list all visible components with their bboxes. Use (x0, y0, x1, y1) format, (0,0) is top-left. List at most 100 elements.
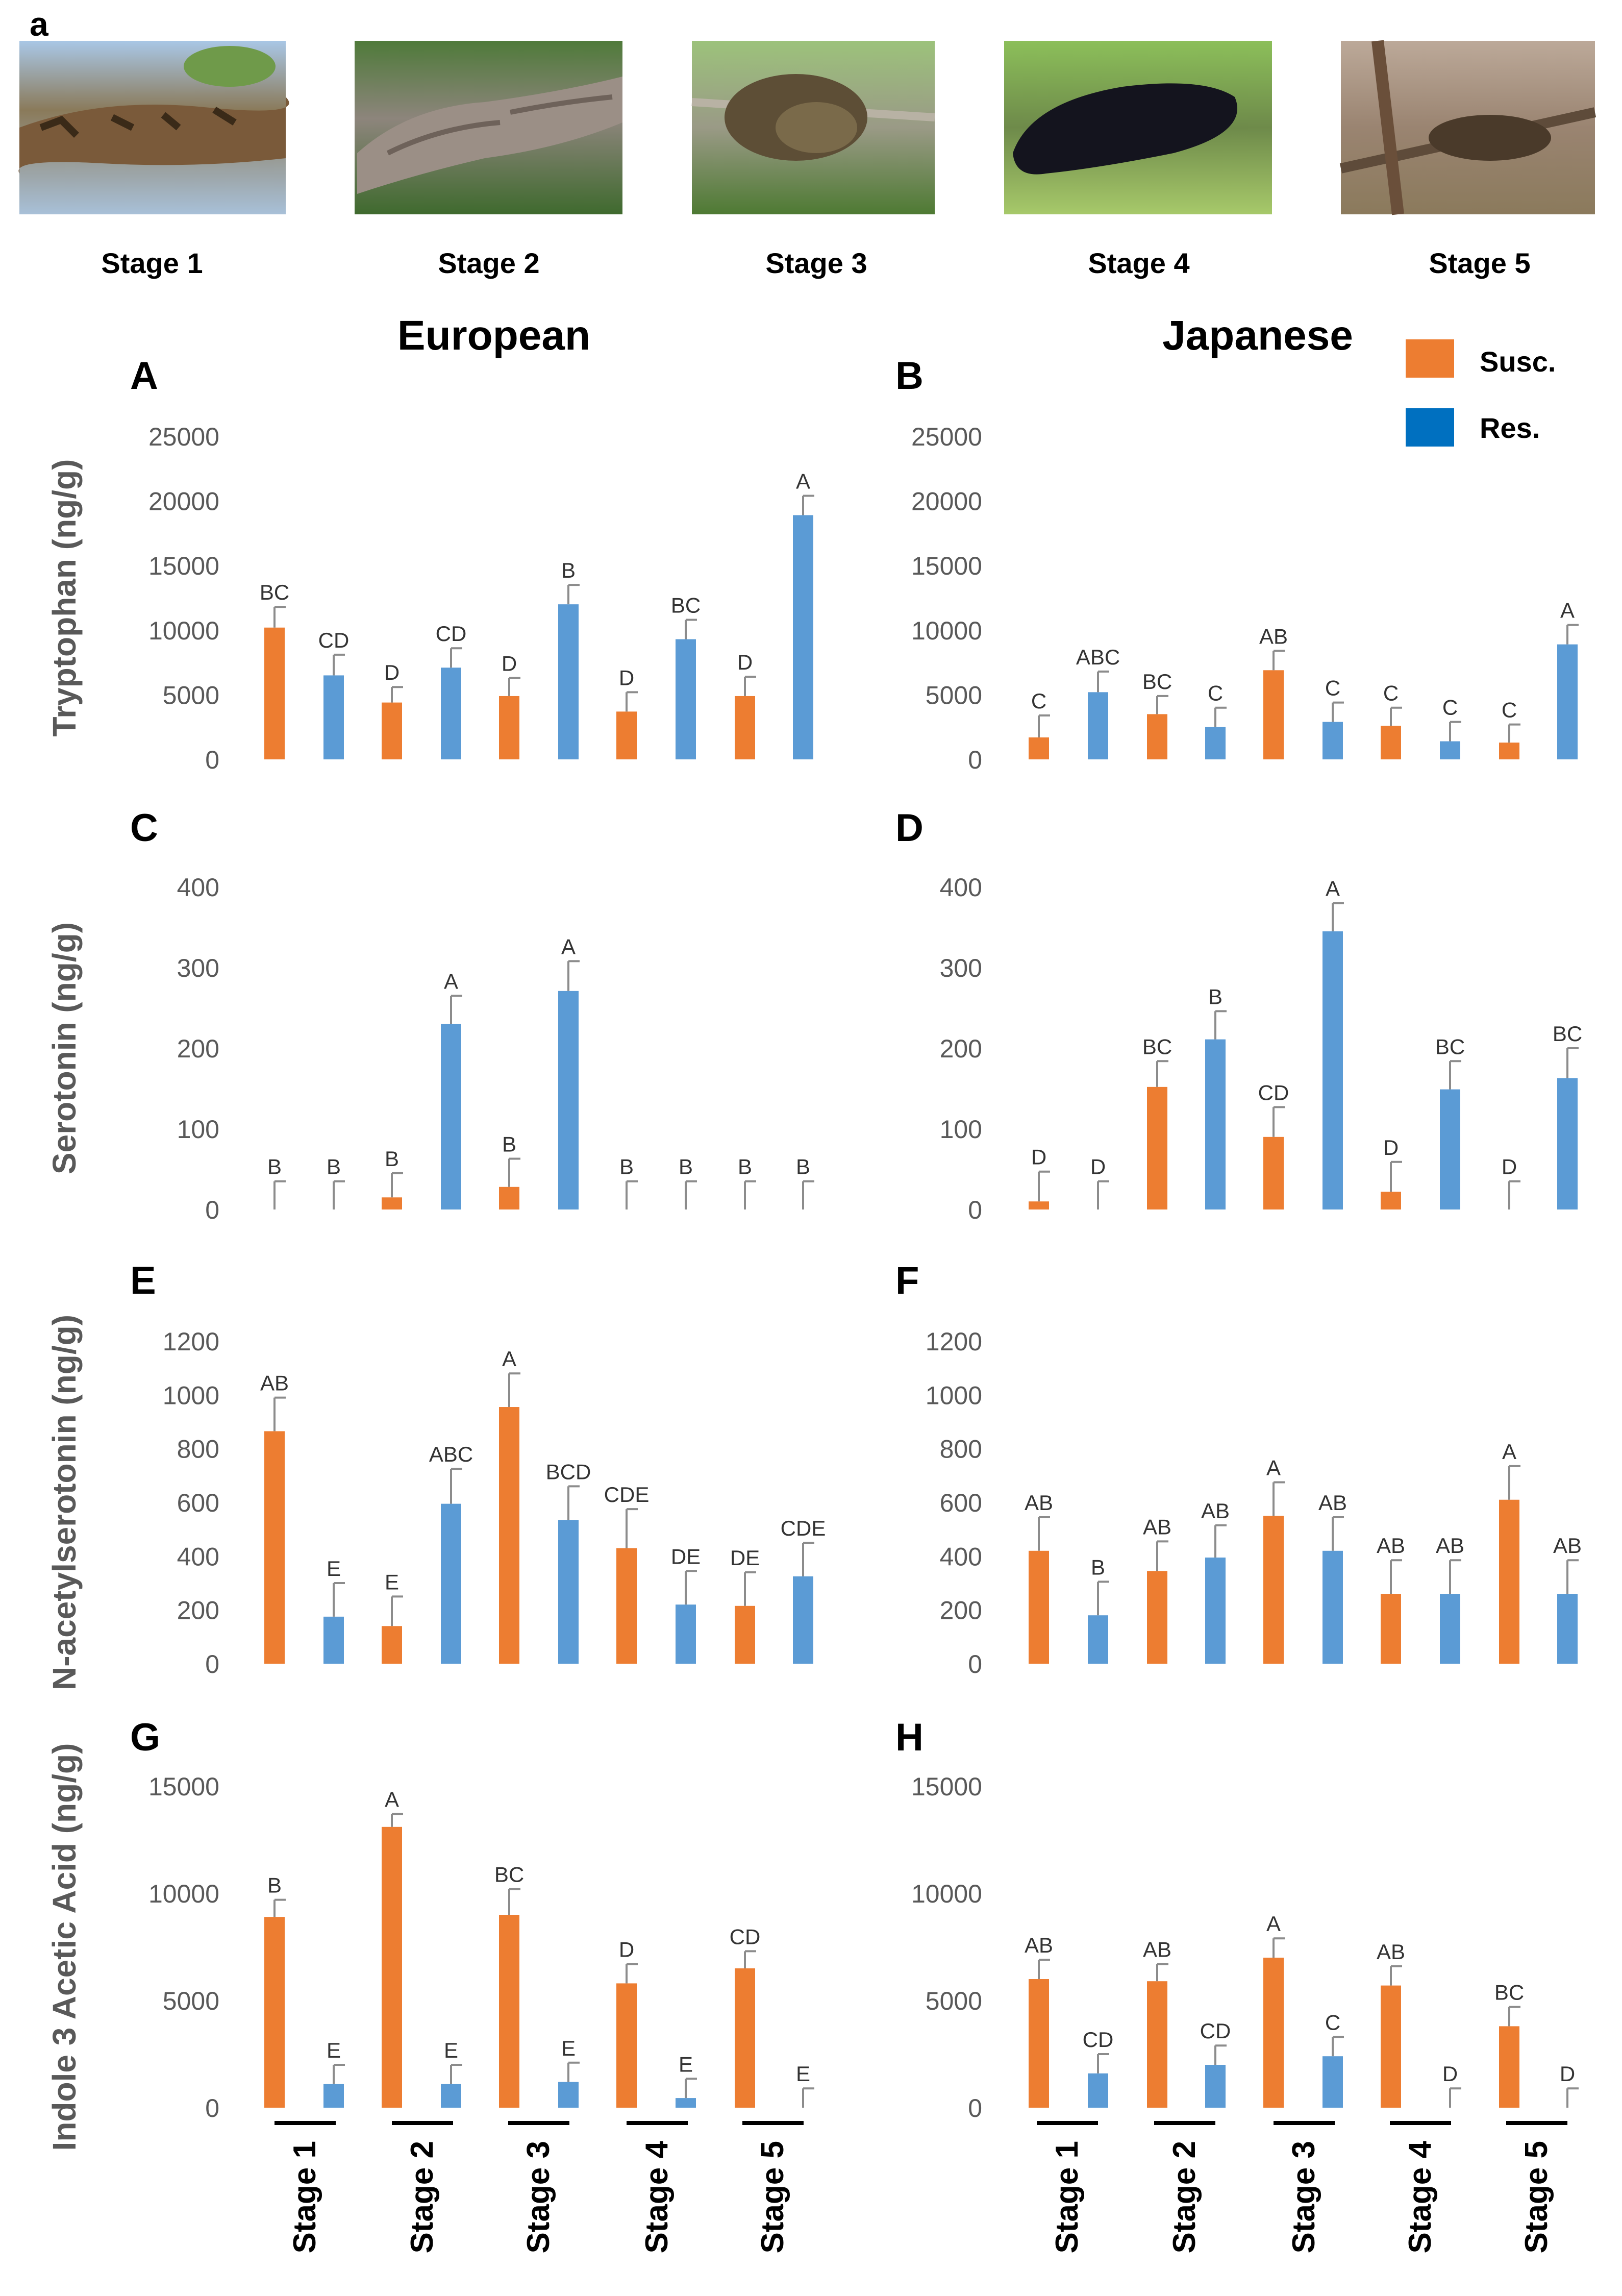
significance-letter: E (679, 2052, 693, 2076)
significance-letter: CDE (781, 1516, 826, 1540)
significance-letter: AB (1143, 1515, 1171, 1539)
y-tick-label: 600 (177, 1489, 219, 1517)
panel-E: E 0 200 400 600 800 1000 1200 N-acetylserotonin … (46, 1259, 826, 1690)
bar-susc-stage-2 (1147, 1087, 1167, 1209)
column-title-european: European (397, 312, 590, 359)
y-tick-label: 5000 (163, 681, 219, 709)
panel-label-C: C (130, 806, 158, 850)
x-stage-label: Stage 3 (1286, 2141, 1321, 2254)
y-tick-label: 5000 (926, 681, 982, 709)
bar-res-stage-3 (1322, 931, 1343, 1209)
legend-label-res: Res. (1480, 412, 1540, 444)
significance-letter: BC (1435, 1034, 1465, 1058)
significance-letter: CD (730, 1924, 761, 1948)
significance-letter: AB (1377, 1940, 1405, 1964)
bar-res-stage-5 (1557, 1078, 1578, 1209)
y-tick-label: 300 (940, 954, 982, 982)
y-tick-label: 600 (940, 1489, 982, 1517)
y-tick-label: 0 (968, 1196, 982, 1224)
bar-res-stage-3 (558, 1520, 579, 1664)
significance-letter: B (679, 1155, 693, 1179)
significance-letter: A (385, 1788, 399, 1812)
bar-susc-stage-4 (1381, 1594, 1401, 1664)
panel-label-H: H (895, 1716, 924, 1759)
legend-swatch-res (1406, 408, 1454, 447)
bar-res-stage-4 (676, 1604, 696, 1664)
bar-susc-stage-1 (264, 627, 285, 759)
y-tick-label: 100 (940, 1115, 982, 1144)
significance-letter: C (1325, 2010, 1340, 2034)
photo-stage-1 (18, 41, 289, 214)
bar-res-stage-3 (1322, 722, 1343, 759)
y-axis-title: Indole 3 Acetic Acid (ng/g) (46, 1743, 83, 2151)
x-stage-label: Stage 1 (287, 2141, 322, 2254)
legend-swatch-susc (1406, 339, 1454, 378)
bar-susc-stage-5 (1499, 1499, 1519, 1664)
bar-res-stage-1 (1088, 1615, 1108, 1664)
significance-letter: A (1502, 1440, 1516, 1464)
significance-letter: AB (1553, 1534, 1582, 1558)
y-tick-label: 15000 (148, 552, 219, 580)
bar-susc-stage-2 (1147, 1571, 1167, 1664)
y-tick-label: 0 (968, 746, 982, 774)
y-tick-label: 1200 (163, 1327, 219, 1356)
panel-H: H 0 5000 10000 15000 AB CD AB CD A C AB D BC D (895, 1716, 1579, 2122)
y-tick-label: 0 (205, 2094, 219, 2122)
significance-letter: AB (1259, 624, 1288, 648)
photo-stage-3 (691, 41, 935, 214)
significance-letter: A (1266, 1456, 1281, 1480)
significance-letter: E (385, 1570, 399, 1594)
significance-letter: CD (1200, 2019, 1231, 2043)
x-stage-label: Stage 1 (1050, 2141, 1085, 2254)
y-axis-title: Serotonin (ng/g) (46, 922, 83, 1174)
photo-caption-stage-2: Stage 2 (438, 247, 539, 279)
panel-F: F 0 200 400 600 800 1000 1200 AB B AB AB A AB AB AB A AB (895, 1259, 1582, 1678)
significance-letter: A (1326, 877, 1340, 901)
y-tick-label: 5000 (163, 1987, 219, 2015)
y-tick-label: 25000 (911, 423, 982, 451)
bar-susc-stage-2 (382, 702, 402, 759)
significance-letter: C (1383, 681, 1399, 705)
bar-res-stage-1 (323, 675, 344, 759)
y-tick-label: 200 (940, 1596, 982, 1625)
bar-res-stage-4 (676, 639, 696, 759)
x-stage-label: Stage 4 (1403, 2140, 1438, 2253)
significance-letter: A (1266, 1912, 1281, 1936)
bar-res-stage-1 (323, 1616, 344, 1664)
y-tick-label: 400 (940, 873, 982, 902)
panel-G: G 0 5000 10000 15000 Indole 3 Acetic Acid (ng… (46, 1716, 814, 2151)
significance-letter: A (561, 934, 576, 958)
bar-susc-stage-4 (1381, 726, 1401, 759)
photo-stage-2 (355, 41, 622, 214)
bar-susc-stage-2 (382, 1626, 402, 1664)
bar-susc-stage-2 (1147, 1981, 1167, 2108)
bar-res-stage-2 (441, 668, 461, 759)
bar-susc-stage-4 (616, 711, 637, 759)
significance-letter: ABC (429, 1442, 473, 1466)
bar-res-stage-3 (558, 604, 579, 759)
y-tick-label: 800 (940, 1435, 982, 1464)
panel-A: A 0 5000 10000 15000 20000 25000 Tryptophan (ng… (46, 354, 814, 774)
y-tick-label: 0 (205, 1196, 219, 1224)
significance-letter: B (502, 1132, 516, 1156)
bar-susc-stage-2 (382, 1197, 402, 1209)
significance-letter: B (385, 1147, 399, 1171)
y-tick-label: 10000 (148, 1880, 219, 1908)
significance-letter: A (444, 969, 458, 993)
y-tick-label: 400 (177, 873, 219, 902)
bar-res-stage-4 (676, 2098, 696, 2108)
bar-res-stage-4 (1440, 741, 1460, 759)
significance-letter: AB (1201, 1499, 1230, 1523)
bar-susc-stage-3 (1263, 670, 1284, 759)
bar-res-stage-5 (793, 1576, 813, 1664)
photo-caption-stage-1: Stage 1 (101, 247, 203, 279)
bar-susc-stage-4 (616, 1983, 637, 2108)
significance-letter: B (619, 1155, 634, 1179)
y-tick-label: 300 (177, 954, 219, 982)
bar-susc-stage-1 (1029, 1550, 1049, 1664)
bar-susc-stage-5 (1499, 743, 1519, 759)
significance-letter: C (1031, 689, 1046, 713)
y-tick-label: 20000 (911, 487, 982, 516)
